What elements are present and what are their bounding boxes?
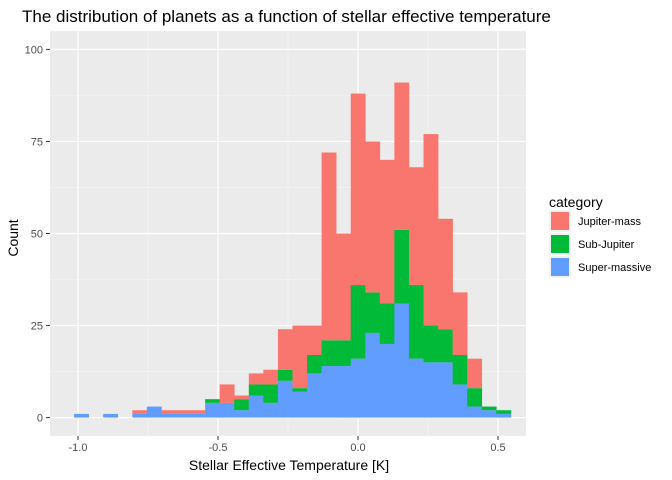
- bar-jupiter-mass: [321, 152, 337, 341]
- x-tick-label: -0.5: [209, 442, 228, 454]
- bar-sub-jupiter: [292, 388, 308, 392]
- bar-jupiter-mass: [452, 292, 468, 355]
- bar-super-massive: [365, 332, 381, 418]
- bar-super-massive: [321, 366, 337, 418]
- bar-super-massive: [496, 413, 512, 418]
- bar-super-massive: [103, 413, 119, 418]
- bar-jupiter-mass: [292, 325, 308, 389]
- bar-super-massive: [277, 380, 293, 418]
- bar-super-massive: [408, 358, 424, 418]
- bar-jupiter-mass: [438, 218, 453, 330]
- bar-sub-jupiter: [336, 340, 352, 367]
- y-tick-label: 75: [31, 136, 43, 148]
- legend-title: category: [549, 194, 603, 210]
- bar-super-massive: [438, 362, 453, 418]
- bar-super-massive: [263, 402, 279, 418]
- legend-label: Super-massive: [578, 262, 651, 274]
- bar-super-massive: [467, 406, 483, 418]
- bar-jupiter-mass: [350, 93, 366, 286]
- y-tick-label: 50: [31, 229, 43, 241]
- bar-jupiter-mass: [132, 410, 148, 414]
- x-tick-label: 0.5: [490, 442, 505, 454]
- bar-super-massive: [219, 402, 235, 418]
- bar-jupiter-mass: [234, 395, 250, 400]
- bar-super-massive: [146, 406, 162, 418]
- legend-label: Jupiter-mass: [578, 216, 641, 228]
- y-axis-title: Count: [5, 219, 21, 256]
- bar-jupiter-mass: [307, 325, 322, 355]
- bar-sub-jupiter: [365, 292, 381, 333]
- bar-super-massive: [394, 303, 410, 418]
- bar-sub-jupiter: [234, 399, 250, 411]
- legend: category Jupiter-mass Sub-Jupiter Super-ma…: [549, 194, 651, 278]
- bar-super-massive: [292, 391, 308, 418]
- chart-title: The distribution of planets as a functio…: [22, 7, 551, 26]
- x-tick-label: 0.0: [350, 442, 365, 454]
- bar-sub-jupiter: [205, 399, 220, 403]
- bar-super-massive: [74, 413, 89, 418]
- bar-jupiter-mass: [176, 410, 191, 414]
- bar-sub-jupiter: [394, 229, 410, 304]
- y-tick-label: 25: [31, 321, 43, 333]
- bar-jupiter-mass: [248, 373, 264, 385]
- bar-jupiter-mass: [336, 233, 352, 341]
- bar-sub-jupiter: [307, 355, 322, 374]
- bar-jupiter-mass: [467, 358, 483, 389]
- bar-sub-jupiter: [379, 303, 395, 344]
- bar-jupiter-mass: [365, 141, 381, 293]
- bar-super-massive: [379, 343, 395, 418]
- bar-sub-jupiter: [248, 384, 264, 396]
- x-axis-title: Stellar Effective Temperature [K]: [189, 457, 389, 473]
- bar-sub-jupiter: [452, 355, 468, 385]
- bar-super-massive: [481, 410, 497, 418]
- bar-sub-jupiter: [321, 340, 337, 367]
- bar-super-massive: [205, 402, 220, 418]
- bar-jupiter-mass: [219, 384, 235, 403]
- bar-sub-jupiter: [467, 388, 483, 407]
- bar-sub-jupiter: [423, 325, 439, 363]
- bar-super-massive: [248, 395, 264, 418]
- bar-jupiter-mass: [263, 369, 279, 385]
- bar-jupiter-mass: [190, 410, 206, 414]
- bar-sub-jupiter: [350, 285, 366, 359]
- bar-super-massive: [132, 413, 148, 418]
- bar-super-massive: [234, 410, 250, 418]
- bar-super-massive: [307, 373, 322, 418]
- bar-sub-jupiter: [408, 285, 424, 359]
- bar-sub-jupiter: [496, 410, 512, 414]
- bar-jupiter-mass: [379, 159, 395, 304]
- legend-swatch: [551, 258, 569, 276]
- y-tick-label: 0: [37, 413, 43, 425]
- bar-super-massive: [350, 358, 366, 418]
- legend-swatch: [551, 235, 569, 253]
- bar-super-massive: [423, 362, 439, 418]
- x-tick-label: -1.0: [69, 442, 88, 454]
- bar-sub-jupiter: [263, 384, 279, 403]
- bar-super-massive: [452, 384, 468, 418]
- bar-super-massive: [336, 366, 352, 418]
- bar-jupiter-mass: [161, 410, 177, 414]
- bar-sub-jupiter: [481, 406, 497, 411]
- bar-jupiter-mass: [423, 134, 439, 326]
- y-tick-label: 100: [25, 44, 43, 56]
- bar-jupiter-mass: [394, 82, 410, 230]
- bar-jupiter-mass: [408, 167, 424, 286]
- bar-super-massive: [190, 413, 206, 418]
- bar-sub-jupiter: [277, 369, 293, 381]
- bar-sub-jupiter: [438, 329, 453, 363]
- legend-label: Sub-Jupiter: [578, 239, 635, 251]
- legend-swatch: [551, 212, 569, 230]
- bar-super-massive: [176, 413, 191, 418]
- bar-jupiter-mass: [277, 329, 293, 370]
- bar-super-massive: [161, 413, 177, 418]
- bars: [74, 82, 512, 418]
